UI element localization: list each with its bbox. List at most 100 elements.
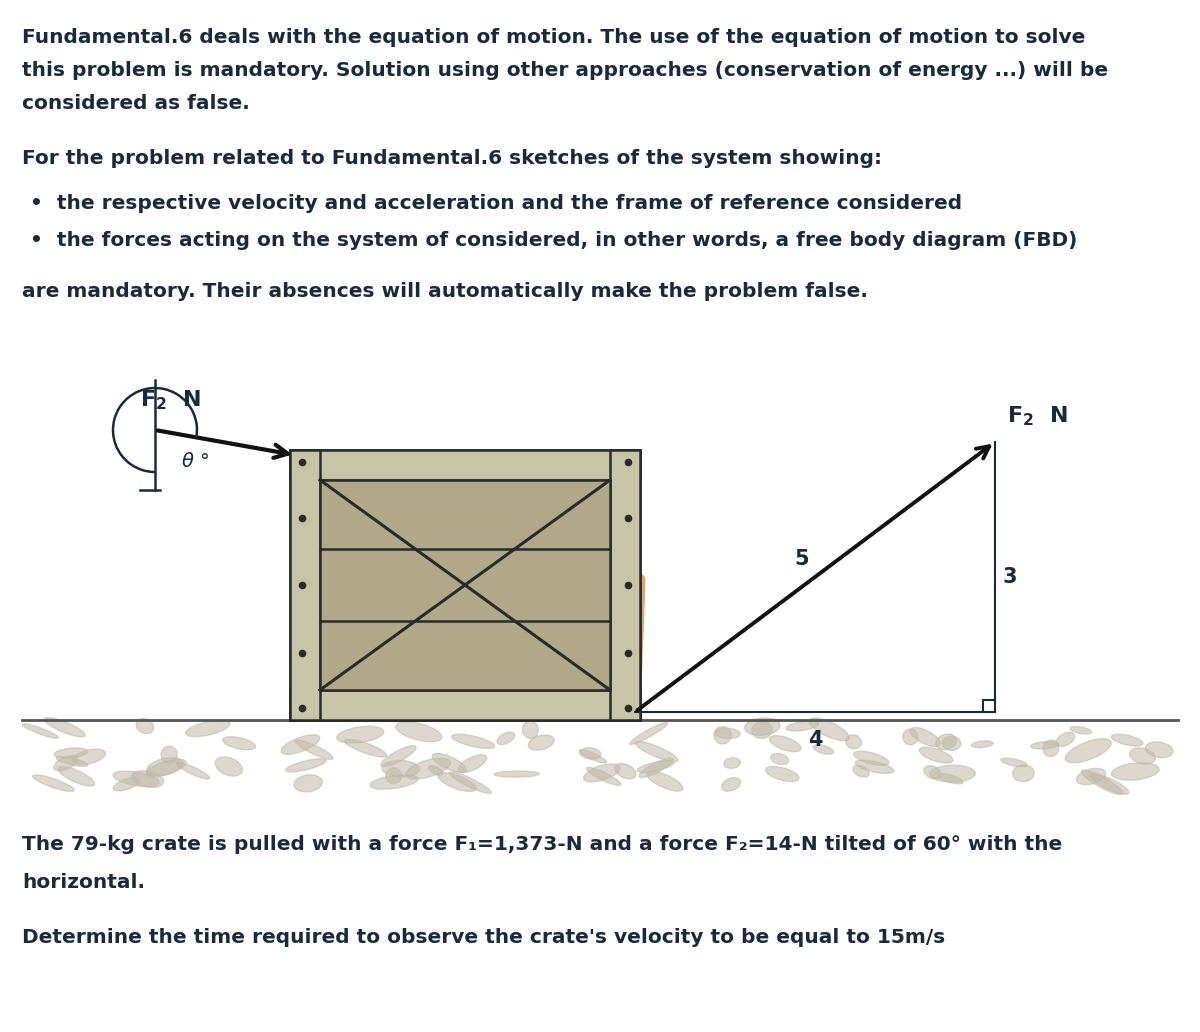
Bar xyxy=(290,450,640,480)
Ellipse shape xyxy=(910,728,940,746)
Ellipse shape xyxy=(1129,748,1156,764)
Ellipse shape xyxy=(223,737,256,750)
Ellipse shape xyxy=(344,739,386,757)
Ellipse shape xyxy=(54,755,78,771)
Text: this problem is mandatory. Solution using other approaches (conservation of ener: this problem is mandatory. Solution usin… xyxy=(22,61,1108,80)
Ellipse shape xyxy=(438,773,476,792)
Ellipse shape xyxy=(856,761,894,773)
Ellipse shape xyxy=(337,727,384,743)
Ellipse shape xyxy=(1145,742,1174,757)
Ellipse shape xyxy=(449,772,491,794)
Text: 5: 5 xyxy=(794,549,809,570)
Ellipse shape xyxy=(522,721,539,738)
Ellipse shape xyxy=(745,718,780,736)
Ellipse shape xyxy=(942,736,961,750)
Ellipse shape xyxy=(1056,733,1075,746)
Ellipse shape xyxy=(580,748,601,760)
Ellipse shape xyxy=(497,732,515,744)
Text: Fundamental.6 deals with the equation of motion. The use of the equation of moti: Fundamental.6 deals with the equation of… xyxy=(22,28,1085,47)
Ellipse shape xyxy=(751,721,773,739)
Text: •  the respective velocity and acceleration and the frame of reference considere: • the respective velocity and accelerati… xyxy=(30,194,962,213)
Ellipse shape xyxy=(1076,768,1105,784)
Ellipse shape xyxy=(428,766,443,775)
Ellipse shape xyxy=(580,749,607,763)
Ellipse shape xyxy=(809,718,850,741)
Ellipse shape xyxy=(458,754,487,773)
Ellipse shape xyxy=(583,764,620,782)
Ellipse shape xyxy=(1111,734,1144,746)
Ellipse shape xyxy=(451,734,494,748)
Ellipse shape xyxy=(1070,727,1092,734)
Bar xyxy=(610,450,640,720)
Text: 3: 3 xyxy=(1003,567,1018,587)
Ellipse shape xyxy=(930,765,976,782)
Ellipse shape xyxy=(146,757,182,776)
Text: $\theta$ °: $\theta$ ° xyxy=(181,452,209,471)
Ellipse shape xyxy=(630,722,667,744)
Ellipse shape xyxy=(769,736,802,751)
Ellipse shape xyxy=(406,759,450,779)
Text: $\mathbf{F_2}$  N: $\mathbf{F_2}$ N xyxy=(140,388,200,412)
Ellipse shape xyxy=(56,756,88,767)
Ellipse shape xyxy=(853,751,889,766)
Ellipse shape xyxy=(614,764,636,779)
Ellipse shape xyxy=(295,740,334,760)
Bar xyxy=(290,450,640,720)
Ellipse shape xyxy=(186,720,230,737)
Ellipse shape xyxy=(113,771,160,786)
Ellipse shape xyxy=(770,753,788,765)
Ellipse shape xyxy=(1013,765,1034,781)
Ellipse shape xyxy=(58,767,95,786)
Ellipse shape xyxy=(640,759,673,777)
Text: For the problem related to Fundamental.6 sketches of the system showing:: For the problem related to Fundamental.6… xyxy=(22,149,882,168)
Ellipse shape xyxy=(528,735,554,750)
Ellipse shape xyxy=(814,745,834,754)
Ellipse shape xyxy=(714,727,731,744)
Ellipse shape xyxy=(1091,774,1129,794)
Ellipse shape xyxy=(1081,770,1123,795)
Ellipse shape xyxy=(647,771,683,792)
Ellipse shape xyxy=(1031,742,1058,749)
Text: The 79-kg crate is pulled with a force F₁=1,373-N and a force F₂=14-N tilted of : The 79-kg crate is pulled with a force F… xyxy=(22,835,1062,854)
Ellipse shape xyxy=(938,774,964,784)
Ellipse shape xyxy=(382,761,419,777)
Ellipse shape xyxy=(1001,759,1027,767)
Ellipse shape xyxy=(146,760,186,776)
Text: Determine the time required to observe the crate's velocity to be equal to 15m/s: Determine the time required to observe t… xyxy=(22,928,946,947)
Ellipse shape xyxy=(44,717,85,737)
Bar xyxy=(290,690,640,720)
Ellipse shape xyxy=(972,741,992,747)
Ellipse shape xyxy=(132,771,163,787)
Ellipse shape xyxy=(161,746,178,763)
Text: •  the forces acting on the system of considered, in other words, a free body di: • the forces acting on the system of con… xyxy=(30,231,1078,250)
Ellipse shape xyxy=(370,775,418,789)
Ellipse shape xyxy=(113,777,140,791)
Ellipse shape xyxy=(281,735,320,754)
Ellipse shape xyxy=(846,735,862,749)
Ellipse shape xyxy=(721,777,740,792)
Ellipse shape xyxy=(72,749,106,765)
Ellipse shape xyxy=(786,721,818,731)
Ellipse shape xyxy=(54,748,88,757)
Bar xyxy=(320,480,610,690)
Ellipse shape xyxy=(919,747,953,763)
Ellipse shape xyxy=(924,766,941,779)
Ellipse shape xyxy=(396,721,442,742)
Ellipse shape xyxy=(385,768,402,783)
Ellipse shape xyxy=(286,759,326,772)
Ellipse shape xyxy=(715,729,740,739)
Ellipse shape xyxy=(635,741,678,762)
Ellipse shape xyxy=(724,757,740,769)
Ellipse shape xyxy=(23,723,59,738)
Ellipse shape xyxy=(176,763,210,779)
Ellipse shape xyxy=(936,734,956,750)
Ellipse shape xyxy=(853,766,870,777)
Text: are mandatory. Their absences will automatically make the problem false.: are mandatory. Their absences will autom… xyxy=(22,282,868,301)
Bar xyxy=(290,450,320,720)
Text: considered as false.: considered as false. xyxy=(22,94,250,112)
Text: horizontal.: horizontal. xyxy=(22,873,145,892)
Ellipse shape xyxy=(215,756,242,776)
Ellipse shape xyxy=(432,753,467,773)
Ellipse shape xyxy=(1066,739,1111,763)
Ellipse shape xyxy=(294,775,323,792)
